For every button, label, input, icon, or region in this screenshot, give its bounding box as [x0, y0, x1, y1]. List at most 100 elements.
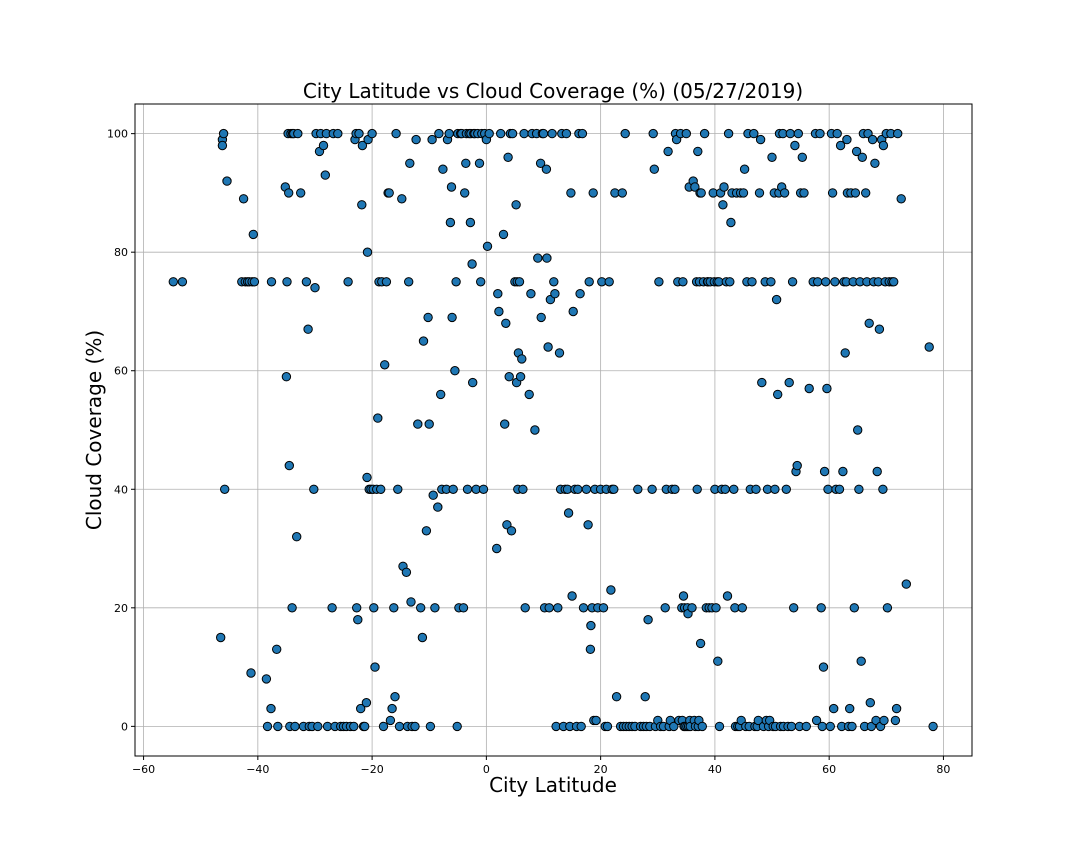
- data-point: [834, 484, 845, 494]
- data-point: [333, 128, 343, 139]
- data-point: [785, 128, 795, 139]
- x-axis-label: City Latitude: [489, 773, 617, 797]
- data-point: [738, 188, 749, 198]
- data-point: [393, 484, 403, 494]
- data-point: [389, 603, 399, 613]
- data-point: [536, 312, 546, 323]
- data-point: [384, 188, 394, 198]
- data-point: [723, 128, 734, 139]
- data-point: [261, 674, 272, 684]
- data-point: [506, 526, 517, 536]
- data-point: [356, 703, 366, 714]
- data-point: [573, 484, 583, 494]
- data-point: [832, 128, 842, 139]
- data-point: [433, 502, 443, 512]
- data-point: [461, 158, 471, 169]
- data-point: [424, 419, 434, 429]
- data-point: [421, 526, 432, 536]
- data-point: [520, 603, 530, 613]
- data-point: [577, 128, 588, 139]
- data-point: [518, 484, 528, 494]
- x-tick-label: −20: [360, 763, 383, 776]
- data-point: [840, 348, 850, 358]
- data-point: [825, 721, 835, 732]
- data-point: [817, 721, 827, 732]
- data-point: [725, 277, 735, 287]
- data-point: [404, 277, 414, 287]
- data-point: [823, 484, 833, 494]
- data-point: [362, 472, 372, 483]
- data-point: [835, 140, 846, 151]
- data-point: [550, 289, 560, 299]
- data-point: [484, 128, 494, 139]
- data-point: [850, 188, 861, 198]
- data-point: [401, 567, 412, 577]
- data-point: [448, 484, 458, 494]
- data-point: [602, 721, 613, 732]
- data-point: [718, 200, 728, 210]
- axis-ticks: −60 −40 −20 0 20 40 60 80 0 20 40 60 80 100: [107, 128, 950, 776]
- data-point: [476, 277, 486, 287]
- data-point: [524, 389, 534, 400]
- data-point: [450, 366, 460, 376]
- data-point: [861, 188, 871, 198]
- data-point: [786, 721, 797, 732]
- data-point: [737, 603, 747, 613]
- data-point: [819, 466, 830, 477]
- data-point: [924, 342, 934, 352]
- data-point: [423, 312, 433, 323]
- data-point: [530, 425, 540, 435]
- plot-area-frame: [134, 103, 973, 757]
- data-point: [373, 413, 383, 423]
- data-point: [369, 603, 379, 613]
- data-point: [458, 603, 469, 613]
- data-point: [394, 721, 405, 732]
- chart-title: City Latitude vs Cloud Coverage (%) (05/…: [303, 79, 803, 103]
- data-point: [544, 603, 554, 613]
- data-point: [357, 200, 367, 210]
- data-point: [430, 603, 440, 613]
- data-point: [238, 194, 249, 204]
- data-point: [462, 484, 473, 494]
- data-points: [168, 128, 938, 732]
- y-tick-label: 60: [114, 365, 128, 378]
- data-point: [799, 188, 809, 198]
- data-point: [370, 662, 380, 672]
- data-point: [822, 383, 832, 394]
- data-point: [878, 140, 889, 151]
- data-point: [567, 591, 577, 601]
- data-point: [726, 217, 736, 228]
- data-point: [821, 277, 831, 287]
- data-point: [444, 128, 454, 139]
- y-tick-label: 100: [107, 128, 128, 141]
- data-point: [310, 283, 320, 293]
- data-point: [387, 703, 397, 714]
- data-point: [313, 721, 323, 732]
- data-point: [617, 188, 627, 198]
- data-point: [585, 644, 596, 654]
- data-point: [561, 128, 572, 139]
- data-point: [891, 703, 902, 714]
- data-point: [853, 425, 863, 435]
- data-point: [693, 146, 703, 157]
- data-point: [896, 194, 906, 204]
- data-point: [633, 484, 643, 494]
- data-point: [620, 128, 630, 139]
- data-point: [696, 188, 706, 198]
- data-point: [598, 603, 609, 613]
- data-point: [380, 360, 390, 370]
- data-point: [845, 703, 855, 714]
- data-point: [789, 603, 799, 613]
- data-point: [222, 176, 232, 186]
- data-point: [889, 277, 899, 287]
- data-point: [318, 140, 329, 151]
- data-point: [606, 585, 616, 595]
- data-point: [648, 128, 658, 139]
- data-point: [699, 128, 710, 139]
- data-point: [611, 692, 622, 702]
- data-point: [538, 128, 549, 139]
- data-point: [425, 721, 436, 732]
- data-point: [784, 377, 794, 388]
- data-point: [376, 484, 386, 494]
- data-point: [494, 306, 504, 317]
